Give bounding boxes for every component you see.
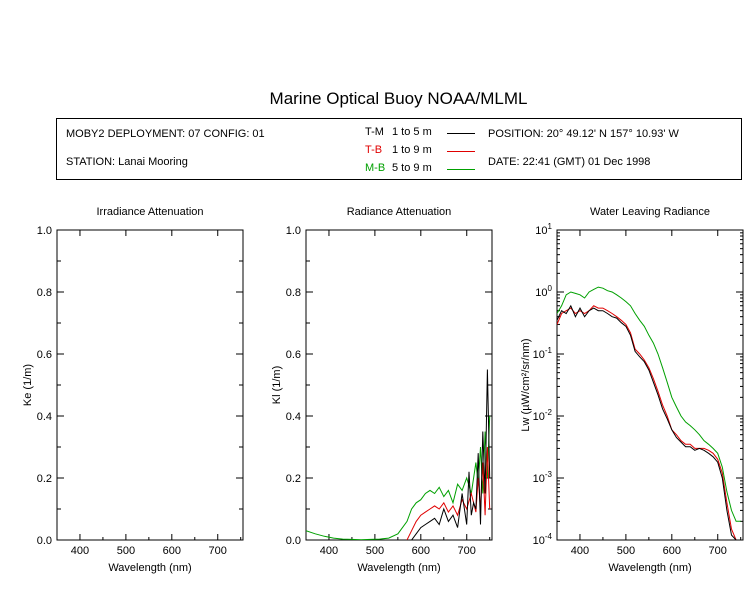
series-line-2-t-m bbox=[557, 304, 737, 540]
series-line-1-t-m bbox=[411, 369, 491, 540]
legend-code-tm: T-M bbox=[365, 126, 384, 138]
station-label: STATION: Lanai Mooring bbox=[66, 156, 188, 168]
plot-frame-0 bbox=[56, 229, 244, 541]
x-axis-label-0: Wavelength (nm) bbox=[108, 562, 191, 574]
y-tick-label-1-2: 0.4 bbox=[286, 411, 301, 423]
legend-range-tm: 1 to 5 m bbox=[392, 126, 432, 138]
page-title: Marine Optical Buoy NOAA/MLML bbox=[269, 89, 528, 108]
x-tick-label-0-0: 400 bbox=[71, 545, 89, 557]
chart-title-1: Radiance Attenuation bbox=[347, 206, 452, 218]
x-tick-label-2-3: 700 bbox=[709, 545, 727, 557]
y-tick-label-2-3: 10-1 bbox=[533, 346, 553, 361]
y-tick-label-1-4: 0.8 bbox=[286, 287, 301, 299]
y-tick-label-0-3: 0.6 bbox=[37, 349, 52, 361]
x-tick-label-0-3: 700 bbox=[209, 545, 227, 557]
y-tick-label-0-2: 0.4 bbox=[37, 411, 52, 423]
plot-frame-2 bbox=[556, 229, 744, 541]
x-tick-label-0-2: 600 bbox=[163, 545, 181, 557]
legend-code-mb: M-B bbox=[365, 162, 386, 174]
y-tick-label-0-1: 0.2 bbox=[37, 473, 52, 485]
position-label: POSITION: 20° 49.12' N 157° 10.93' W bbox=[488, 128, 679, 140]
y-axis-label-0: Ke (1/m) bbox=[22, 364, 34, 406]
y-tick-label-2-0: 10-4 bbox=[533, 532, 553, 547]
chart-title-2: Water Leaving Radiance bbox=[590, 206, 710, 218]
y-axis-label-1: Kl (1/m) bbox=[271, 366, 283, 405]
y-tick-label-1-3: 0.6 bbox=[286, 349, 301, 361]
x-tick-label-1-3: 700 bbox=[458, 545, 476, 557]
legend-range-tb: 1 to 9 m bbox=[392, 144, 432, 156]
x-tick-label-1-1: 500 bbox=[366, 545, 384, 557]
series-line-2-t-b bbox=[557, 305, 737, 540]
series-line-1-t-b bbox=[406, 446, 491, 540]
legend-line-mb bbox=[447, 169, 475, 170]
plot-frame-1 bbox=[305, 229, 493, 541]
x-tick-label-2-2: 600 bbox=[663, 545, 681, 557]
y-tick-label-2-1: 10-3 bbox=[533, 470, 553, 485]
x-tick-label-2-0: 400 bbox=[571, 545, 589, 557]
y-tick-label-2-4: 100 bbox=[535, 284, 552, 299]
chart-title-0: Irradiance Attenuation bbox=[96, 206, 203, 218]
date-label: DATE: 22:41 (GMT) 01 Dec 1998 bbox=[488, 156, 651, 168]
y-tick-label-1-5: 1.0 bbox=[286, 225, 301, 237]
x-tick-label-1-2: 600 bbox=[412, 545, 430, 557]
series-line-1-m-b bbox=[306, 415, 491, 540]
legend-code-tb: T-B bbox=[365, 144, 383, 156]
legend-range-mb: 5 to 9 m bbox=[392, 162, 432, 174]
series-line-2-m-b bbox=[557, 286, 741, 522]
y-axis-label-2: Lw (µW/cm²/sr/nm) bbox=[520, 338, 532, 431]
deployment-label: MOBY2 DEPLOYMENT: 07 CONFIG: 01 bbox=[66, 128, 265, 140]
legend-line-tm bbox=[447, 133, 475, 134]
y-tick-label-0-0: 0.0 bbox=[37, 535, 52, 547]
x-tick-label-1-0: 400 bbox=[320, 545, 338, 557]
y-tick-label-0-5: 1.0 bbox=[37, 225, 52, 237]
x-axis-label-2: Wavelength (nm) bbox=[608, 562, 691, 574]
x-axis-label-1: Wavelength (nm) bbox=[357, 562, 440, 574]
x-tick-label-0-1: 500 bbox=[117, 545, 135, 557]
y-tick-label-0-4: 0.8 bbox=[37, 287, 52, 299]
y-tick-label-2-5: 101 bbox=[535, 222, 552, 237]
legend-line-tb bbox=[447, 151, 475, 152]
deployment-info-box: MOBY2 DEPLOYMENT: 07 CONFIG: 01 STATION:… bbox=[56, 118, 742, 180]
y-tick-label-2-2: 10-2 bbox=[533, 408, 553, 423]
y-tick-label-1-0: 0.0 bbox=[286, 535, 301, 547]
x-tick-label-2-1: 500 bbox=[617, 545, 635, 557]
y-tick-label-1-1: 0.2 bbox=[286, 473, 301, 485]
